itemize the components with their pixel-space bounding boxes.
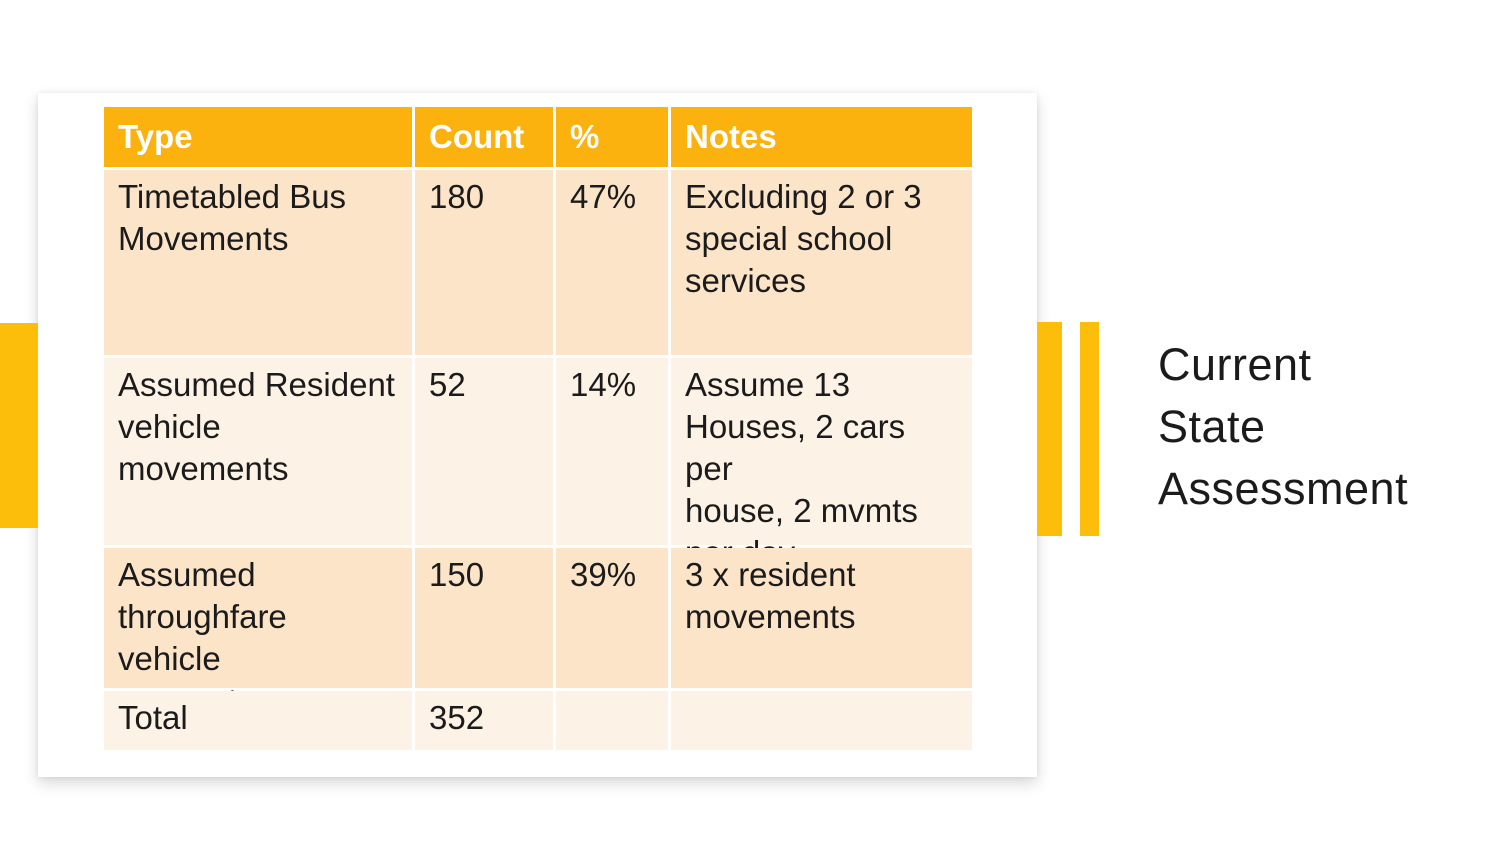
row2-count-cell: 52 bbox=[415, 358, 553, 545]
row1-type-cell: Timetabled Bus Movements bbox=[104, 170, 412, 355]
row3-pct-cell: 39% bbox=[556, 548, 668, 688]
total-row-count-cell: 352 bbox=[415, 691, 553, 750]
column-header-pct: % bbox=[556, 107, 668, 167]
row3-count-cell: 150 bbox=[415, 548, 553, 688]
right-accent-bar-inner bbox=[1080, 322, 1099, 536]
row1-count-cell: 180 bbox=[415, 170, 553, 355]
left-accent-bar bbox=[0, 323, 38, 528]
traffic-movements-table: Type Count % Notes Timetabled Bus Moveme… bbox=[104, 107, 972, 750]
row2-type-cell: Assumed Resident vehicle movements bbox=[104, 358, 412, 545]
total-row-label-cell: Total bbox=[104, 691, 412, 750]
row3-notes-cell: 3 x resident movements bbox=[671, 548, 972, 688]
column-header-type: Type bbox=[104, 107, 412, 167]
total-row-pct-cell bbox=[556, 691, 668, 750]
row1-notes-cell: Excluding 2 or 3 special school services bbox=[671, 170, 972, 355]
row2-pct-cell: 14% bbox=[556, 358, 668, 545]
slide-title: Current State Assessment bbox=[1158, 339, 1409, 514]
column-header-count: Count bbox=[415, 107, 553, 167]
total-row-notes-cell bbox=[671, 691, 972, 750]
right-accent-bar-outer bbox=[1037, 322, 1062, 536]
row3-type-cell: Assumed throughfare vehicle moments bbox=[104, 548, 412, 719]
column-header-notes: Notes bbox=[671, 107, 972, 167]
row1-pct-cell: 47% bbox=[556, 170, 668, 355]
row2-notes-cell: Assume 13 Houses, 2 cars per house, 2 mv… bbox=[671, 358, 972, 571]
